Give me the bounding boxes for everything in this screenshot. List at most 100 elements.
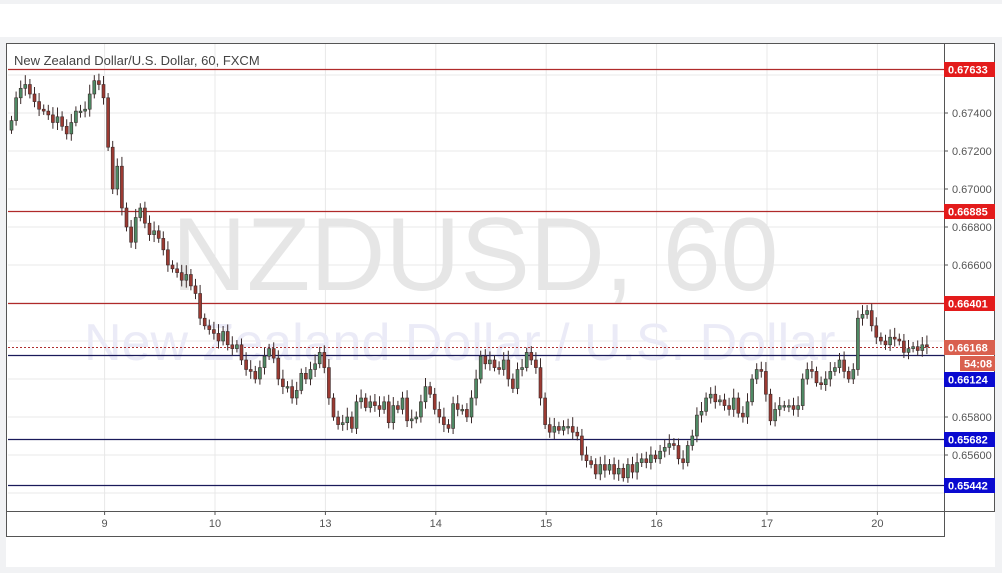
candle-down (276, 357, 281, 380)
price-axis-border (944, 43, 995, 512)
candle-up (823, 378, 828, 385)
countdown-badge (960, 356, 995, 371)
candle-down (216, 333, 221, 342)
candle-up (299, 372, 304, 391)
candle-down (506, 359, 511, 380)
candle-up (345, 416, 350, 423)
candle-down (230, 344, 235, 349)
candle-up (74, 110, 78, 123)
candle-down (644, 458, 649, 463)
candle-down (225, 331, 230, 346)
candle-up (400, 397, 405, 410)
candle-up (649, 454, 653, 463)
candle-up (865, 310, 869, 315)
level-badge-label: 0.66885 (948, 207, 988, 219)
level-badge (944, 432, 995, 447)
candle-down (570, 426, 575, 433)
candle-down (124, 207, 129, 228)
x-tick-label: 15 (540, 518, 552, 530)
candle-up (133, 217, 138, 243)
candle-down (455, 403, 460, 410)
candle-down (810, 369, 814, 372)
x-tick-label: 17 (761, 518, 773, 530)
candle-up (787, 405, 791, 408)
candle-up (262, 355, 267, 368)
candle-up (782, 405, 787, 408)
candle-up (731, 397, 736, 410)
candle-down (189, 274, 193, 287)
candle-down (170, 264, 175, 270)
y-tick-label: 0.65800 (952, 412, 992, 424)
top-toolbar (0, 4, 1002, 37)
candle-down (110, 146, 115, 190)
candle-down (101, 84, 106, 99)
candle-up (805, 369, 810, 380)
candle-up (83, 108, 87, 112)
candle-down (405, 397, 409, 422)
candle-down (175, 268, 179, 273)
candle-down (722, 399, 727, 406)
candle-up (368, 401, 373, 408)
candle-up (359, 397, 363, 403)
candle-up (317, 352, 322, 365)
candle-down (584, 454, 589, 461)
candle-down (239, 344, 244, 361)
y-tick-label: 0.65600 (952, 450, 992, 462)
candle-up (800, 378, 805, 406)
candle-down (28, 84, 32, 95)
chart-title: New Zealand Dollar/U.S. Dollar, 60, FXCM (14, 53, 260, 68)
level-badge (944, 478, 995, 493)
candle-down (46, 110, 51, 116)
candle-down (603, 464, 607, 471)
candle-up (708, 393, 713, 399)
level-badge-label: 0.67633 (948, 65, 988, 77)
candle-up (911, 346, 915, 349)
watermark-description: New Zealand Dollar / U.S. Dollar (84, 314, 835, 372)
candle-down (814, 371, 819, 384)
candle-down (741, 412, 745, 418)
x-tick-label: 9 (102, 518, 108, 530)
candle-up (267, 348, 271, 357)
candle-up (414, 416, 419, 420)
candle-down (869, 310, 874, 327)
candle-down (575, 431, 580, 437)
candle-up (685, 445, 690, 463)
candle-down (672, 443, 676, 446)
level-badge-label: 0.65682 (948, 435, 988, 447)
time-axis-border (6, 511, 945, 537)
level-badge-label: 0.66401 (948, 299, 988, 311)
candle-up (607, 464, 612, 471)
x-tick-label: 13 (319, 518, 331, 530)
candle-down (483, 355, 488, 365)
candle-up (87, 93, 92, 110)
candle-down (593, 464, 598, 475)
candle-down (106, 97, 110, 148)
candle-down (842, 359, 846, 372)
candle-down (166, 249, 170, 266)
candle-up (451, 403, 455, 429)
candle-up (718, 399, 722, 403)
candle-down (874, 325, 879, 338)
candle-down (511, 378, 515, 389)
candle-up (469, 397, 474, 418)
y-tick-label: 0.67400 (952, 108, 992, 120)
candle-up (78, 110, 83, 113)
candle-up (552, 426, 557, 433)
watermark-symbol: NZDUSD, 60 (172, 197, 779, 313)
candle-down (271, 348, 276, 359)
price-badges: 0.66168 54:08 0.67633 0.66885 0.66401 0.66124… (944, 62, 995, 493)
level-badge (944, 372, 995, 387)
candle-up (419, 401, 423, 418)
candle-up (235, 344, 239, 349)
candle-up (695, 414, 699, 437)
price-axis: 0.67400 0.67200 0.67000 0.66800 0.66600 0.658… (944, 108, 992, 462)
candle-down (32, 93, 37, 102)
candle-up (837, 359, 842, 368)
candle-down (248, 369, 253, 372)
x-tick-label: 14 (430, 518, 442, 530)
candle-up (561, 426, 566, 431)
candle-up (828, 371, 833, 380)
candle-down (129, 226, 133, 243)
candle-down (327, 367, 331, 399)
